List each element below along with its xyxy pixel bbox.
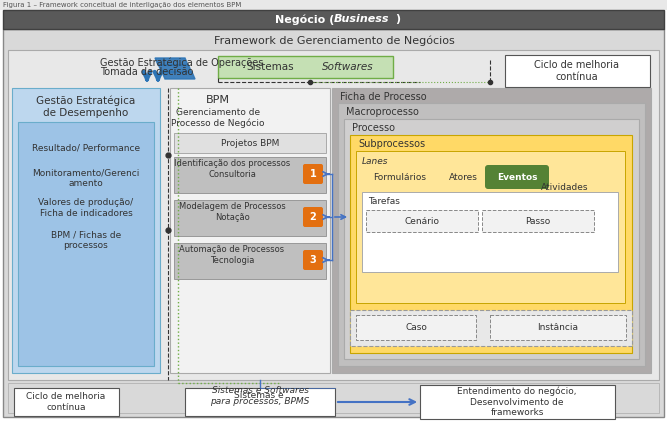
Text: ): ) bbox=[395, 14, 400, 24]
Text: Ciclo de melhoria
contínua: Ciclo de melhoria contínua bbox=[27, 392, 105, 412]
Text: Business: Business bbox=[334, 14, 390, 24]
Text: Resultado/ Performance: Resultado/ Performance bbox=[32, 144, 140, 152]
Text: Figura 1 – Framework conceitual de interligação dos elementos BPM: Figura 1 – Framework conceitual de inter… bbox=[3, 2, 241, 8]
Text: Instância: Instância bbox=[538, 323, 578, 332]
Text: Cenário: Cenário bbox=[404, 216, 440, 226]
Text: Lanes: Lanes bbox=[362, 157, 388, 165]
Bar bbox=[218, 56, 393, 78]
Bar bbox=[8, 50, 659, 380]
Text: Processo: Processo bbox=[352, 123, 395, 133]
Text: Monitoramento/Gerenci
amento: Monitoramento/Gerenci amento bbox=[32, 168, 139, 188]
Bar bbox=[0, 0, 667, 10]
FancyBboxPatch shape bbox=[303, 250, 323, 270]
Bar bbox=[344, 119, 639, 359]
Text: Sistemas e: Sistemas e bbox=[233, 392, 286, 400]
Bar bbox=[14, 388, 119, 416]
Polygon shape bbox=[159, 65, 191, 72]
Bar bbox=[174, 243, 326, 279]
Text: Gestão Estratégica
de Desempenho: Gestão Estratégica de Desempenho bbox=[37, 96, 135, 118]
Text: Caso: Caso bbox=[405, 323, 427, 332]
Text: BPM: BPM bbox=[206, 95, 230, 105]
Bar bbox=[3, 10, 664, 29]
Text: Modelagem de Processos
Notação: Modelagem de Processos Notação bbox=[179, 203, 285, 222]
Bar bbox=[170, 88, 330, 373]
Text: Softwares: Softwares bbox=[322, 62, 374, 72]
Bar bbox=[420, 385, 615, 419]
Bar bbox=[366, 210, 478, 232]
Bar bbox=[350, 310, 632, 346]
Text: 2: 2 bbox=[309, 212, 316, 222]
Text: Negócio (: Negócio ( bbox=[275, 14, 334, 25]
Bar bbox=[338, 103, 645, 366]
Text: Gestão Estratégica de Operações: Gestão Estratégica de Operações bbox=[100, 58, 263, 68]
Text: Formulários: Formulários bbox=[374, 173, 426, 181]
Bar bbox=[356, 315, 476, 340]
Text: Sistemas: Sistemas bbox=[246, 62, 293, 72]
Text: Framework de Gerenciamento de Negócios: Framework de Gerenciamento de Negócios bbox=[213, 36, 454, 46]
Text: Passo: Passo bbox=[526, 216, 551, 226]
Bar bbox=[356, 151, 625, 303]
Bar bbox=[18, 122, 154, 366]
Text: Atividades: Atividades bbox=[541, 184, 589, 192]
Text: Subprocessos: Subprocessos bbox=[358, 139, 425, 149]
FancyBboxPatch shape bbox=[303, 207, 323, 227]
Bar bbox=[482, 210, 594, 232]
Text: Eventos: Eventos bbox=[497, 173, 537, 181]
Text: 3: 3 bbox=[309, 255, 316, 265]
Text: 1: 1 bbox=[309, 169, 316, 179]
FancyBboxPatch shape bbox=[485, 165, 549, 189]
Text: Automação de Processos
Tecnologia: Automação de Processos Tecnologia bbox=[179, 245, 285, 265]
Text: Tomada de decisão: Tomada de decisão bbox=[100, 67, 193, 77]
Polygon shape bbox=[162, 72, 195, 79]
Bar bbox=[490, 315, 626, 340]
FancyBboxPatch shape bbox=[303, 164, 323, 184]
Text: Tarefas: Tarefas bbox=[368, 197, 400, 206]
Polygon shape bbox=[155, 58, 188, 65]
Bar bbox=[174, 157, 326, 193]
Bar bbox=[12, 88, 160, 373]
Text: Gerenciamento de
Processo de Negócio: Gerenciamento de Processo de Negócio bbox=[171, 108, 265, 128]
Text: Atores: Atores bbox=[449, 173, 478, 181]
Bar bbox=[362, 192, 618, 272]
Text: Sistemas e Softwares
para processos, BPMS: Sistemas e Softwares para processos, BPM… bbox=[210, 386, 309, 406]
Text: Valores de produção/
Ficha de indicadores: Valores de produção/ Ficha de indicadore… bbox=[39, 198, 133, 218]
Bar bbox=[174, 200, 326, 236]
Text: Ciclo de melhoria
contínua: Ciclo de melhoria contínua bbox=[534, 60, 620, 82]
Bar bbox=[350, 135, 632, 353]
Text: Entendimento do negócio,
Desenvolvimento de
frameworks: Entendimento do negócio, Desenvolvimento… bbox=[458, 387, 577, 417]
Text: Macroprocesso: Macroprocesso bbox=[346, 107, 419, 117]
Text: BPM / Fichas de
processos: BPM / Fichas de processos bbox=[51, 230, 121, 250]
Text: Identificação dos processos
Consultoria: Identificação dos processos Consultoria bbox=[174, 159, 290, 179]
Bar bbox=[505, 55, 650, 87]
Text: Projetos BPM: Projetos BPM bbox=[221, 139, 279, 147]
Bar bbox=[8, 383, 659, 413]
Bar bbox=[185, 388, 335, 416]
Bar bbox=[174, 133, 326, 153]
Bar bbox=[332, 88, 651, 373]
Text: Ficha de Processo: Ficha de Processo bbox=[340, 92, 427, 102]
